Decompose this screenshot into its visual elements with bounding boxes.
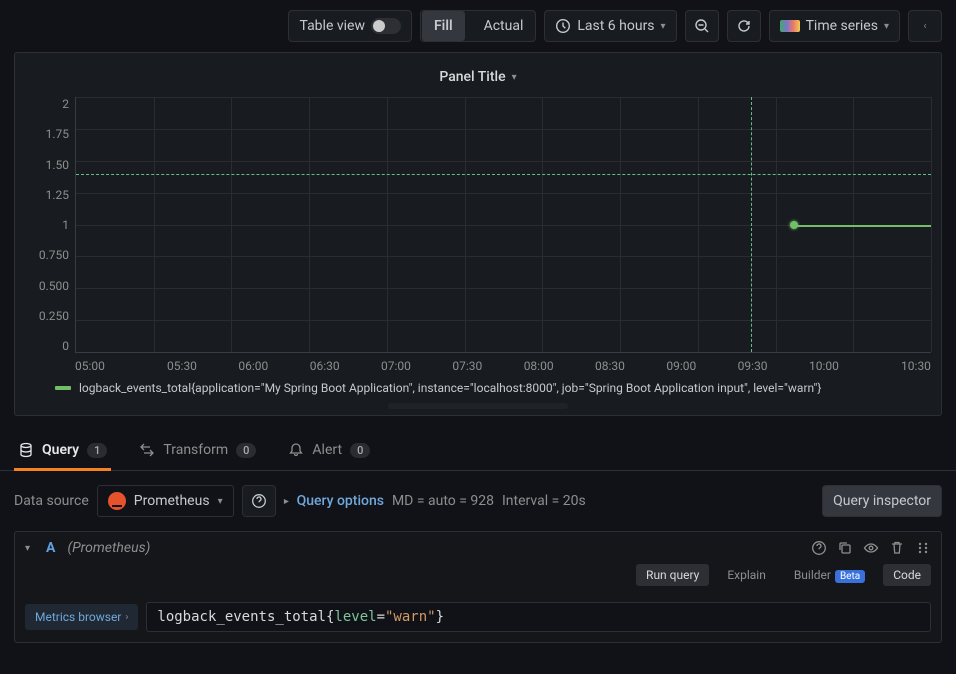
tab-query-label: Query [42, 442, 79, 458]
query-ref-id[interactable]: A [46, 540, 55, 556]
x-tick: 09:30 [717, 359, 788, 373]
tab-query-count: 1 [87, 443, 107, 458]
y-tick: 0.750 [39, 248, 69, 262]
y-tick: 0.500 [39, 279, 69, 293]
zoom-out-button[interactable] [685, 10, 719, 42]
metrics-browser-button[interactable]: Metrics browser › [25, 604, 138, 630]
chevron-down-icon: ▾ [512, 72, 517, 83]
tab-transform-label: Transform [163, 442, 228, 458]
x-tick: 07:00 [360, 359, 431, 373]
x-tick: 09:00 [646, 359, 717, 373]
y-tick: 1.25 [46, 188, 69, 202]
help-icon[interactable] [811, 540, 827, 556]
md-info: MD = auto = 928 [392, 493, 494, 509]
prometheus-icon [108, 492, 126, 510]
table-view-toggle[interactable]: Table view [288, 10, 412, 42]
copy-icon[interactable] [837, 540, 853, 556]
chevron-down-icon: ▾ [218, 496, 223, 507]
code-button[interactable]: Code [883, 564, 931, 586]
query-expression-input[interactable]: logback_events_total{level="warn"} [146, 602, 931, 632]
y-tick: 2 [62, 97, 69, 111]
query-ds-hint: (Prometheus) [67, 540, 150, 556]
builder-button[interactable]: Builder Beta [784, 564, 875, 586]
datasource-picker[interactable]: Prometheus ▾ [97, 485, 234, 517]
fill-actual-group: Fill Actual [420, 10, 536, 42]
x-tick: 05:00 [75, 359, 146, 373]
y-tick: 0.250 [39, 309, 69, 323]
y-tick: 1.50 [46, 158, 69, 172]
builder-label: Builder [794, 568, 831, 582]
explain-button[interactable]: Explain [717, 564, 776, 586]
query-options-link[interactable]: Query options [297, 493, 384, 509]
help-icon [251, 493, 267, 509]
y-tick: 1.75 [46, 127, 69, 141]
eye-icon[interactable] [863, 540, 879, 556]
time-series-icon [780, 20, 800, 32]
panel-title[interactable]: Panel Title ▾ [25, 63, 931, 97]
tab-transform[interactable]: Transform 0 [135, 434, 260, 470]
drag-handle-icon[interactable] [915, 540, 931, 556]
x-axis: 05:0005:3006:0006:3007:0007:3008:0008:30… [75, 353, 931, 373]
refresh-button[interactable] [727, 10, 761, 42]
chart-panel: Panel Title ▾ 2 1.75 1.50 1.25 1 0.750 0.500 0.… [14, 52, 942, 416]
panel-title-text: Panel Title [439, 69, 505, 85]
query-inspector-button[interactable]: Query inspector [822, 485, 942, 517]
time-range-label: Last 6 hours [577, 18, 654, 34]
actual-button[interactable]: Actual [472, 11, 536, 41]
interval-info: Interval = 20s [502, 493, 586, 509]
legend-swatch [55, 386, 71, 390]
legend-label: logback_events_total{application="My Spr… [79, 381, 821, 395]
chevron-down-icon: ▾ [661, 21, 666, 32]
y-axis: 2 1.75 1.50 1.25 1 0.750 0.500 0.250 0 [25, 97, 75, 353]
chevron-left-icon: ‹ [923, 21, 926, 32]
x-tick: 06:30 [289, 359, 360, 373]
tab-query[interactable]: Query 1 [14, 434, 111, 470]
query-editor-row: ▾ A (Prometheus) Run query Explain Build… [14, 531, 942, 643]
tab-alert[interactable]: Alert 0 [284, 434, 374, 470]
x-tick: 10:00 [788, 359, 859, 373]
x-tick: 05:30 [146, 359, 217, 373]
legend[interactable]: logback_events_total{application="My Spr… [25, 373, 931, 397]
x-tick: 08:00 [503, 359, 574, 373]
tab-alert-label: Alert [312, 442, 342, 458]
x-tick: 07:30 [432, 359, 503, 373]
collapse-right-button[interactable]: ‹ [908, 10, 942, 42]
zoom-out-icon [694, 18, 710, 34]
datasource-name: Prometheus [134, 493, 210, 509]
database-icon [18, 442, 34, 458]
x-tick: 10:30 [860, 359, 931, 373]
toggle-switch[interactable] [371, 18, 401, 34]
tab-transform-count: 0 [236, 443, 256, 458]
transform-icon [139, 442, 155, 458]
time-range-picker[interactable]: Last 6 hours ▾ [544, 10, 676, 42]
chevron-right-icon[interactable]: ▾ [281, 498, 292, 503]
viz-label: Time series [806, 18, 878, 34]
chart-plot[interactable] [75, 97, 931, 353]
refresh-icon [736, 18, 752, 34]
trash-icon[interactable] [889, 540, 905, 556]
x-tick: 08:30 [574, 359, 645, 373]
beta-badge: Beta [835, 570, 865, 583]
chevron-right-icon: › [125, 612, 128, 623]
fill-button[interactable]: Fill [422, 11, 465, 41]
y-tick: 1 [62, 218, 69, 232]
run-query-button[interactable]: Run query [636, 564, 709, 586]
query-inspector-label: Query inspector [833, 493, 931, 509]
table-view-label: Table view [299, 18, 365, 34]
chevron-down-icon: ▾ [884, 21, 889, 32]
bell-icon [288, 442, 304, 458]
tab-alert-count: 0 [350, 443, 370, 458]
horizontal-scrollbar[interactable] [388, 403, 568, 409]
datasource-label: Data source [14, 493, 89, 509]
y-tick: 0 [62, 339, 69, 353]
collapse-query-button[interactable]: ▾ [25, 543, 30, 554]
metrics-browser-label: Metrics browser [35, 610, 121, 624]
clock-icon [555, 18, 571, 34]
viz-picker[interactable]: Time series ▾ [769, 10, 900, 42]
x-tick: 06:00 [218, 359, 289, 373]
datasource-help-button[interactable] [242, 485, 276, 517]
